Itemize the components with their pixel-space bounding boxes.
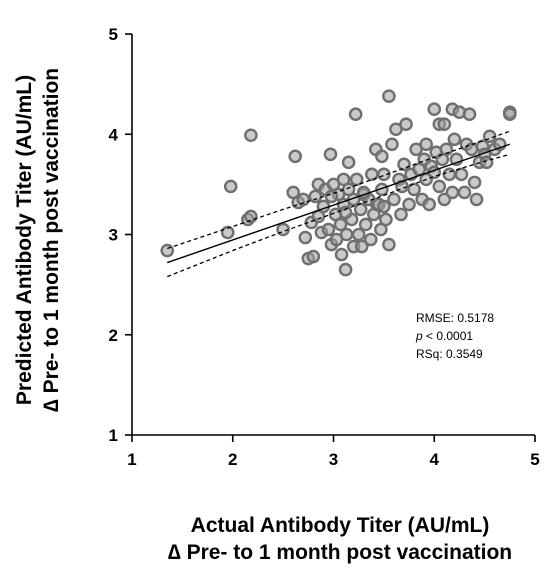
p-symbol: p [416, 329, 423, 343]
plot-area: 1 2 3 4 5 1 2 3 4 5 [109, 25, 540, 469]
data-point [296, 192, 311, 207]
x-tick-label: 3 [329, 450, 338, 469]
stats-annotation: RMSE: 0.5178 p < 0.0001 RSq: 0.3549 [416, 309, 494, 363]
ci-lower-line [167, 153, 510, 278]
data-point [323, 147, 338, 162]
x-tick-label: 4 [430, 450, 440, 469]
data-point [220, 225, 235, 240]
x-axis-title: Actual Antibody Titer (AU/mL) ∆ Pre- to … [168, 512, 512, 566]
data-point [308, 189, 323, 204]
y-axis-title: Predicted Antibody Titer (AU/mL) ∆ Pre- … [11, 68, 65, 412]
data-point [445, 185, 460, 200]
y-tick-label: 2 [109, 326, 118, 345]
y-tick-label: 4 [109, 125, 119, 144]
data-point [454, 167, 469, 182]
regression-line [167, 143, 511, 264]
data-point [479, 155, 494, 170]
data-point [375, 149, 389, 164]
x-tick-label: 2 [228, 450, 237, 469]
data-point [399, 117, 413, 132]
ci-upper-line [167, 130, 511, 250]
data-point [341, 155, 356, 170]
data-point [457, 185, 472, 200]
data-point [288, 149, 303, 164]
data-point [377, 199, 391, 214]
data-point [419, 137, 433, 152]
data-point [348, 107, 363, 121]
data-point [244, 128, 258, 143]
data-point [351, 227, 366, 242]
rsq-label: RSq: 0.3549 [416, 347, 483, 361]
data-point [298, 230, 313, 245]
data-point [382, 89, 396, 103]
y-tick-label: 5 [109, 25, 118, 44]
data-point [385, 137, 399, 152]
data-point [223, 179, 238, 194]
data-point [321, 222, 336, 237]
data-point [422, 197, 437, 212]
data-point [432, 179, 447, 194]
data-point [338, 262, 353, 277]
data-point [397, 157, 411, 172]
data-point [407, 182, 421, 197]
p-value-label: p < 0.0001 [416, 327, 494, 345]
x-tick-label: 5 [530, 450, 539, 469]
data-point [437, 117, 452, 132]
data-point [379, 212, 393, 227]
x-axis-title-line2: ∆ Pre- to 1 month post vaccination [167, 541, 513, 564]
data-point [442, 167, 457, 182]
data-point [447, 132, 462, 147]
data-point [462, 107, 477, 121]
data-point [363, 232, 378, 247]
data-point [382, 237, 396, 252]
data-point [339, 227, 354, 242]
data-point [354, 239, 369, 254]
x-tick-label: 1 [127, 450, 136, 469]
rmse-label: RMSE: 0.5178 [416, 311, 495, 325]
data-point [334, 247, 349, 262]
data-point [394, 207, 408, 222]
p-value-text: < 0.0001 [422, 329, 474, 343]
data-point [353, 202, 368, 217]
data-point [467, 175, 482, 190]
data-point [244, 209, 258, 224]
x-axis-title-line1: Actual Antibody Titer (AU/mL) [190, 514, 490, 537]
data-point [427, 102, 442, 116]
data-point [387, 192, 401, 207]
data-point [358, 217, 373, 232]
data-point [402, 197, 416, 212]
y-tick-label: 3 [109, 226, 118, 245]
data-point [469, 192, 484, 207]
data-point [377, 167, 391, 182]
data-point [333, 217, 348, 232]
data-point [338, 205, 353, 220]
data-point [306, 249, 321, 264]
data-point [375, 182, 389, 197]
y-axis-title-line2: ∆ Pre- to 1 month post vaccination [40, 67, 63, 413]
data-point [160, 243, 175, 258]
y-tick-label: 1 [109, 426, 118, 445]
data-point [503, 107, 517, 121]
y-axis-title-line1: Predicted Antibody Titer (AU/mL) [13, 74, 36, 406]
